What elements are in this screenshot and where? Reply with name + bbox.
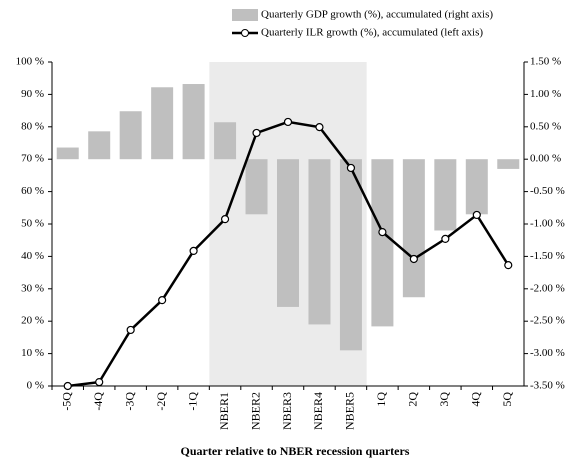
y2-tick-label: -2.00 %: [530, 282, 565, 294]
line-point: [95, 378, 104, 387]
bar: [371, 159, 394, 327]
x-tick-label: 1Q: [374, 392, 388, 407]
y2-tick-label: 0.50 %: [530, 120, 561, 132]
x-tick-label: -2Q: [154, 392, 168, 411]
x-tick-label: -4Q: [91, 392, 105, 411]
line-point: [441, 234, 450, 244]
y2-tick-label: 0.00 %: [530, 153, 561, 165]
x-tick-label: 5Q: [500, 392, 514, 407]
bar: [339, 159, 362, 351]
x-tick-label: -1Q: [185, 392, 199, 411]
line-point: [315, 123, 324, 132]
x-tick-label: NBER3: [280, 392, 294, 430]
y-tick-label: 80 %: [21, 120, 44, 132]
line-point: [504, 261, 513, 270]
bar: [182, 84, 205, 160]
y2-tick-label: -3.00 %: [530, 347, 565, 359]
bar: [308, 159, 331, 325]
x-tick-label: -3Q: [122, 392, 136, 411]
y-tick-label: 60 %: [21, 185, 44, 197]
bar: [88, 131, 111, 160]
bar: [151, 87, 174, 160]
line-point: [378, 228, 387, 237]
legend-swatch-point: [241, 29, 249, 37]
x-tick-label: 2Q: [406, 392, 420, 407]
y-tick-label: 0 %: [27, 380, 44, 392]
y-tick-label: 40 %: [21, 250, 44, 262]
bar: [245, 159, 268, 215]
line-point: [346, 163, 356, 173]
y2-tick-label: -0.50 %: [530, 185, 565, 197]
line-point: [472, 210, 481, 220]
x-tick-label: NBER5: [343, 392, 357, 430]
line-point: [220, 215, 230, 224]
line-point: [126, 325, 135, 335]
bar: [56, 147, 79, 160]
bar: [434, 159, 457, 231]
line-point: [63, 381, 72, 391]
x-tick-label: NBER4: [311, 392, 325, 430]
legend-swatch: [232, 9, 258, 21]
y2-tick-label: -1.50 %: [530, 250, 565, 262]
y2-tick-label: 1.50 %: [530, 56, 561, 68]
y2-tick-label: -3.50 %: [530, 380, 565, 392]
bar: [214, 122, 237, 160]
x-tick-label: NBER2: [248, 392, 262, 430]
line-point: [409, 254, 418, 264]
y-tick-label: 30 %: [21, 282, 44, 294]
bar: [497, 159, 520, 169]
legend-label: Quarterly ILR growth (%), accumulated (l…: [261, 27, 483, 39]
bar: [119, 111, 142, 160]
y-tick-label: 20 %: [21, 315, 44, 327]
x-tick-label: 3Q: [437, 392, 451, 407]
y-tick-label: 90 %: [21, 88, 44, 100]
legend-label: Quarterly GDP growth (%), accumulated (r…: [261, 9, 493, 21]
x-axis-title: Quarter relative to NBER recession quart…: [181, 444, 410, 458]
x-tick-label: NBER1: [217, 392, 231, 430]
line-point: [283, 117, 293, 127]
x-tick-label: -5Q: [59, 392, 73, 411]
y2-tick-label: -2.50 %: [530, 315, 565, 327]
bar: [465, 159, 488, 215]
y-tick-label: 100 %: [16, 56, 44, 68]
line-point: [158, 296, 167, 305]
x-tick-label: 4Q: [469, 392, 483, 407]
line-point: [252, 128, 261, 138]
line-point: [189, 246, 198, 255]
y-tick-label: 70 %: [21, 153, 44, 165]
y-tick-label: 10 %: [21, 347, 44, 359]
y-tick-label: 50 %: [21, 218, 44, 230]
y2-tick-label: 1.00 %: [530, 88, 561, 100]
bar: [402, 159, 425, 298]
y2-tick-label: -1.00 %: [530, 218, 565, 230]
bar: [277, 159, 299, 307]
